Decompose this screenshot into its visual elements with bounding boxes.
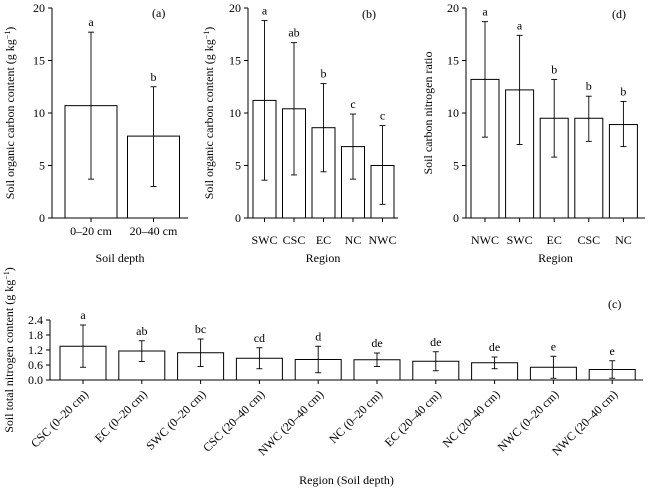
chart-panel-d: 0 5 10 15 20 a NWC a SWC b EC b CSC b NC Region Soil car… <box>421 1 645 265</box>
y-tick-label: 20 <box>33 1 45 15</box>
significance-letter: a <box>482 5 488 19</box>
y-tick-label: 10 <box>229 106 241 120</box>
y-axis-label-end: ) <box>2 267 16 271</box>
significance-letter: b <box>586 79 592 93</box>
x-axis-label: Region <box>538 251 573 265</box>
y-tick-label: 15 <box>447 54 459 68</box>
category-label: NC (0–20 cm) <box>326 387 385 446</box>
category-label: CSC (0–20 cm) <box>28 387 91 450</box>
y-tick-label: 15 <box>229 54 241 68</box>
category-label: NC (20–40 cm) <box>440 387 503 450</box>
category-label: NWC (0–20 cm) <box>495 387 562 454</box>
significance-letter: de <box>430 335 441 349</box>
y-axis-label-end: ) <box>202 27 216 31</box>
significance-letter: ab <box>288 26 299 40</box>
category-label: EC (20–40 cm) <box>382 387 444 449</box>
category-label: 20–40 cm <box>130 224 178 238</box>
y-tick-label: 20 <box>229 1 241 15</box>
y-tick-label: 1.2 <box>28 343 43 357</box>
category-label: EC (0–20 cm) <box>92 387 150 445</box>
category-label: SWC (0–20 cm) <box>143 387 209 453</box>
category-label: EC <box>316 233 331 247</box>
panel-label: (a) <box>152 6 165 20</box>
x-axis-label: Soil depth <box>95 251 144 265</box>
y-axis-label-text: Soil total nitrogen content (g kg <box>2 280 16 433</box>
significance-letter: a <box>80 308 86 322</box>
y-axis-label-superscript: −1 <box>202 31 211 40</box>
x-axis-label: Region <box>306 251 341 265</box>
significance-letter: a <box>88 15 94 29</box>
x-axis-label: Region (Soil depth) <box>299 473 394 487</box>
significance-letter: de <box>371 336 382 350</box>
y-tick-label: 15 <box>33 54 45 68</box>
y-tick-label: 1.8 <box>28 328 43 342</box>
y-tick-label: 20 <box>447 1 459 15</box>
category-label: EC <box>547 233 562 247</box>
y-tick-label: 0.0 <box>28 373 43 387</box>
y-tick-label: 0.6 <box>28 358 43 372</box>
y-tick-label: 0 <box>39 211 45 225</box>
y-tick-label: 5 <box>453 159 459 173</box>
y-axis-label: Soil organic carbon content (g kg−1) <box>3 27 17 200</box>
category-label: NWC <box>369 233 397 247</box>
significance-letter: b <box>551 62 557 76</box>
category-label: NC <box>345 233 362 247</box>
y-axis-label: Soil total nitrogen content (g kg−1) <box>2 267 16 433</box>
chart-panel-a: 0 5 10 15 20 a 0–20 cm b 20–40 cm Soil depth Soil … <box>3 1 188 265</box>
significance-letter: a <box>262 4 268 18</box>
y-tick-label: 0 <box>453 211 459 225</box>
significance-letter: b <box>620 84 626 98</box>
significance-letter: c <box>350 97 355 111</box>
panel-label: (c) <box>608 297 621 311</box>
y-tick-label: 0 <box>235 211 241 225</box>
significance-letter: bc <box>195 322 206 336</box>
y-axis-label-text: Soil carbon nitrogen ratio <box>421 52 435 175</box>
y-axis-label: Soil carbon nitrogen ratio <box>421 52 435 175</box>
significance-letter: e <box>551 339 556 353</box>
category-label: SWC <box>251 233 277 247</box>
y-axis-label-text: Soil organic carbon content (g kg <box>202 39 216 199</box>
significance-letter: b <box>321 67 327 81</box>
y-axis-label: Soil organic carbon content (g kg−1) <box>202 27 216 200</box>
significance-letter: cd <box>254 331 265 345</box>
category-label: CSC <box>283 233 306 247</box>
significance-letter: de <box>489 340 500 354</box>
y-tick-label: 5 <box>235 159 241 173</box>
category-label: SWC <box>507 233 533 247</box>
y-tick-label: 2.4 <box>28 313 43 327</box>
significance-letter: e <box>610 344 615 358</box>
y-tick-label: 5 <box>39 159 45 173</box>
category-label: 0–20 cm <box>70 224 112 238</box>
category-label: NC <box>615 233 632 247</box>
panel-label: (b) <box>362 7 376 21</box>
panel-label: (d) <box>612 7 626 21</box>
significance-letter: b <box>151 70 157 84</box>
category-label: CSC (20–40 cm) <box>200 387 267 454</box>
y-axis-label-end: ) <box>3 27 17 31</box>
y-axis-label-text: Soil organic carbon content (g kg <box>3 39 17 199</box>
significance-letter: d <box>315 329 321 343</box>
chart-panel-c: 0.00.61.21.82.4 a CSC (0–20 cm) ab EC (0–20 … <box>2 267 643 487</box>
chart-panel-b: 0 5 10 15 20 a SWC ab CSC b EC c NC c NWC Region Soil or… <box>202 1 398 265</box>
category-label: NWC <box>471 233 499 247</box>
y-tick-label: 10 <box>447 106 459 120</box>
significance-letter: c <box>380 109 385 123</box>
significance-letter: ab <box>136 324 147 338</box>
category-label: CSC <box>577 233 600 247</box>
y-tick-label: 10 <box>33 106 45 120</box>
significance-letter: a <box>517 18 523 32</box>
y-axis-label-superscript: −1 <box>3 31 12 40</box>
y-axis-label-superscript: −1 <box>2 271 11 280</box>
